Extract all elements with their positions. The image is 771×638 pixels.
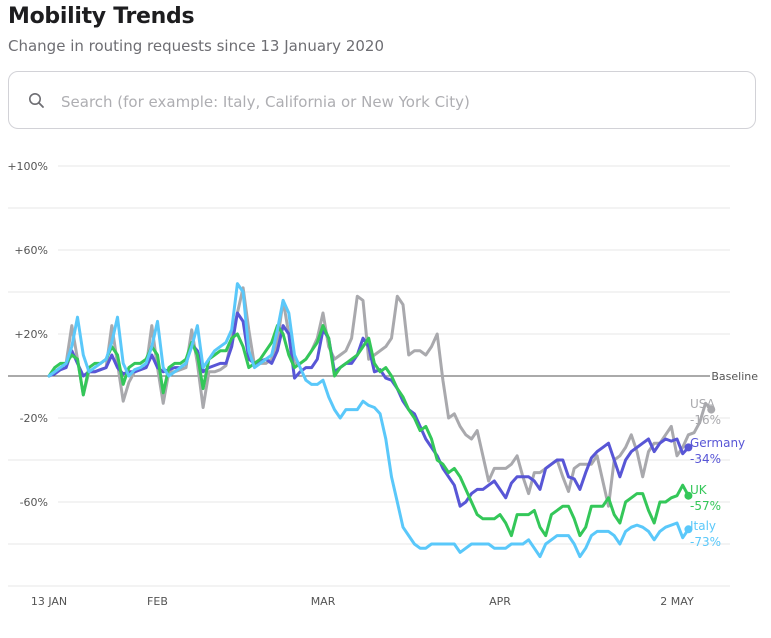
y-tick-label: +20%	[14, 328, 48, 341]
legend-value-uk: -57%	[690, 499, 721, 513]
baseline-label: Baseline	[711, 370, 758, 383]
x-tick-label: FEB	[147, 595, 168, 608]
series-lines	[47, 282, 716, 559]
series-end-dot-germany	[684, 443, 693, 452]
series-line-usa	[47, 286, 713, 508]
series-line-italy	[47, 282, 690, 559]
x-axis-ticks: 13 JAN FEB MAR APR 2 MAY	[31, 595, 694, 608]
legend: USA -16% Germany -34% UK -57% Italy -73%	[690, 397, 745, 549]
legend-value-usa: -16%	[690, 413, 721, 427]
y-tick-label: -20%	[20, 412, 48, 425]
series-line-germany	[47, 311, 690, 508]
search-icon	[29, 93, 44, 108]
y-tick-label: +100%	[7, 160, 48, 173]
legend-name-germany: Germany	[690, 436, 745, 450]
x-tick-label: 13 JAN	[31, 595, 67, 608]
legend-value-italy: -73%	[690, 535, 721, 549]
series-end-dot-uk	[684, 491, 693, 500]
legend-value-germany: -34%	[690, 452, 721, 466]
x-tick-label: APR	[489, 595, 511, 608]
y-axis-ticks: +100% +60% +20% -20% -60%	[7, 160, 48, 509]
x-tick-label: MAR	[311, 595, 336, 608]
page-subtitle: Change in routing requests since 13 Janu…	[8, 37, 385, 55]
page-title: Mobility Trends	[8, 4, 195, 29]
legend-name-uk: UK	[690, 483, 708, 497]
series-line-uk	[47, 324, 690, 538]
y-tick-label: -60%	[20, 496, 48, 509]
legend-name-usa: USA	[690, 397, 716, 411]
chart-grid	[8, 165, 730, 587]
search-input[interactable]	[59, 86, 743, 118]
series-end-dot-usa	[707, 405, 716, 414]
mobility-chart: +100% +60% +20% -20% -60% 13 JAN FEB MAR APR 2 M…	[7, 160, 758, 608]
legend-name-italy: Italy	[690, 519, 716, 533]
series-end-dot-italy	[684, 525, 693, 534]
y-tick-label: +60%	[14, 244, 48, 257]
search-box[interactable]	[8, 71, 756, 129]
x-tick-label: 2 MAY	[660, 595, 694, 608]
